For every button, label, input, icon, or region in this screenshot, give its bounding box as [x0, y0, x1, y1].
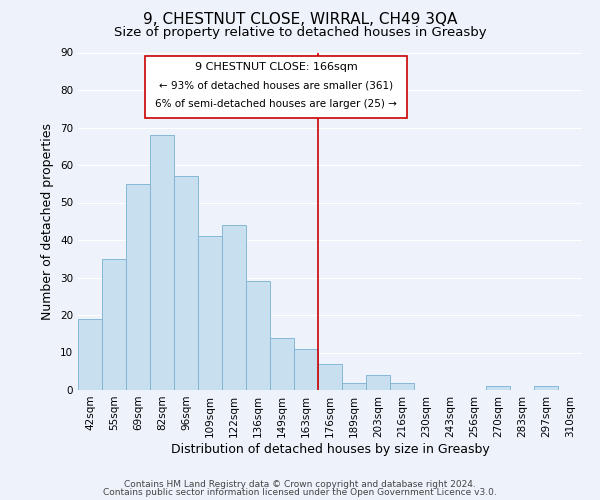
- Bar: [270, 338, 294, 390]
- Text: ← 93% of detached houses are smaller (361): ← 93% of detached houses are smaller (36…: [159, 80, 393, 90]
- Bar: [294, 349, 318, 390]
- FancyBboxPatch shape: [145, 56, 407, 118]
- Bar: [150, 135, 174, 390]
- Bar: [366, 375, 390, 390]
- Text: 6% of semi-detached houses are larger (25) →: 6% of semi-detached houses are larger (2…: [155, 100, 397, 110]
- Bar: [126, 184, 150, 390]
- Bar: [102, 259, 126, 390]
- Bar: [342, 382, 366, 390]
- Bar: [534, 386, 558, 390]
- Bar: [318, 364, 342, 390]
- Text: Size of property relative to detached houses in Greasby: Size of property relative to detached ho…: [113, 26, 487, 39]
- Bar: [174, 176, 198, 390]
- Bar: [198, 236, 222, 390]
- Bar: [78, 319, 102, 390]
- Bar: [222, 225, 246, 390]
- Y-axis label: Number of detached properties: Number of detached properties: [41, 122, 55, 320]
- Text: 9 CHESTNUT CLOSE: 166sqm: 9 CHESTNUT CLOSE: 166sqm: [194, 62, 358, 72]
- Bar: [246, 281, 270, 390]
- X-axis label: Distribution of detached houses by size in Greasby: Distribution of detached houses by size …: [170, 442, 490, 456]
- Text: Contains HM Land Registry data © Crown copyright and database right 2024.: Contains HM Land Registry data © Crown c…: [124, 480, 476, 489]
- Text: Contains public sector information licensed under the Open Government Licence v3: Contains public sector information licen…: [103, 488, 497, 497]
- Bar: [486, 386, 510, 390]
- Text: 9, CHESTNUT CLOSE, WIRRAL, CH49 3QA: 9, CHESTNUT CLOSE, WIRRAL, CH49 3QA: [143, 12, 457, 28]
- Bar: [390, 382, 414, 390]
